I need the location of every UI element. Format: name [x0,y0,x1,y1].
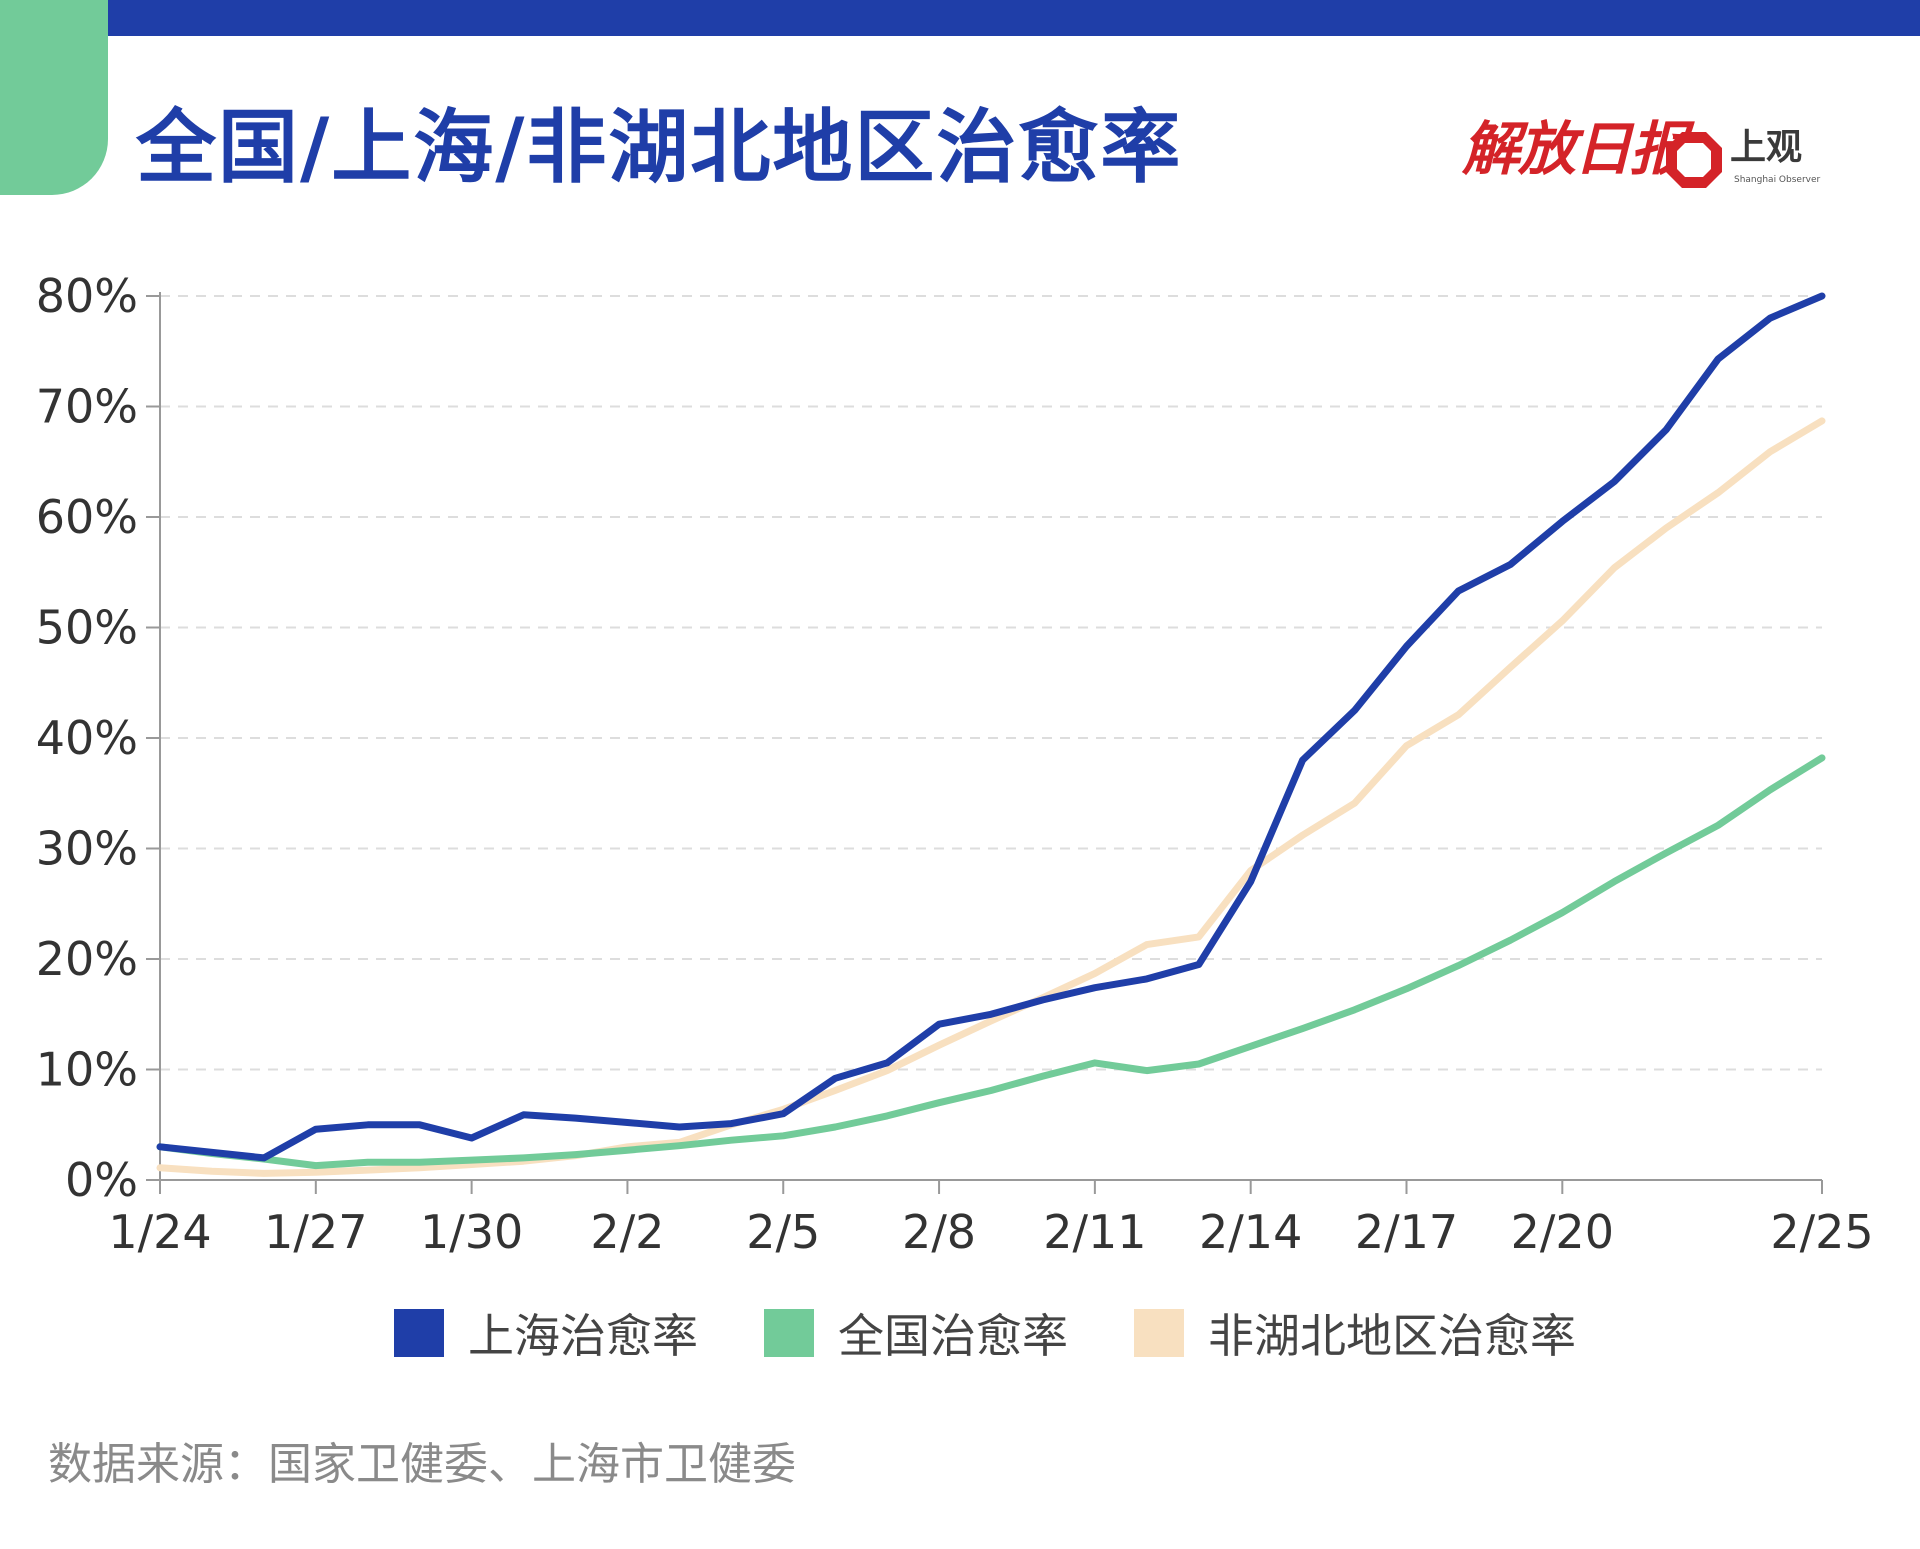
x-tick-label: 2/17 [1355,1205,1458,1259]
shangguan-emblem-icon [1666,132,1722,188]
legend-item-non-hubei: 非湖北地区治愈率 [1134,1300,1576,1366]
y-tick-label: 60% [36,490,138,544]
series-line-shanghai [156,292,1826,1162]
x-tick-label: 2/2 [590,1205,664,1259]
y-tick-label: 0% [65,1153,138,1207]
y-tick-label: 70% [36,380,138,434]
chart-title: 全国/上海/非湖北地区治愈率 [136,101,1183,194]
shangguan-english-name: Shanghai Observer [1734,175,1821,185]
y-tick-label: 30% [36,822,138,876]
y-tick-label: 20% [36,932,138,986]
line-chart: 0% 10% 20% 30% 40% 50% 60% 70% 80% 1/24 1/27 1/30 2/… [36,269,1874,1259]
x-tick-label: 1/30 [420,1205,523,1259]
y-tick-label: 10% [36,1043,138,1097]
x-tick-label: 1/24 [108,1205,211,1259]
legend-item-shanghai: 上海治愈率 [394,1300,698,1366]
legend-label-shanghai: 上海治愈率 [468,1309,698,1363]
x-tick-label: 2/11 [1043,1205,1146,1259]
legend-swatch-national [764,1309,814,1357]
legend-swatch-non-hubei [1134,1309,1184,1357]
legend-swatch-shanghai [394,1309,444,1357]
top-accent-bar [0,0,1920,36]
x-tick-label: 2/25 [1770,1205,1873,1259]
y-tick-label: 80% [36,269,138,323]
series-line-national [156,754,1826,1170]
y-tick-label: 40% [36,711,138,765]
series-line-non-hubei [156,417,1826,1177]
x-tick-label: 2/8 [902,1205,976,1259]
legend-item-national: 全国治愈率 [764,1300,1068,1366]
legend-label-non-hubei: 非湖北地区治愈率 [1208,1309,1576,1363]
x-tick-label: 1/27 [264,1205,367,1259]
corner-accent-tab [0,0,108,195]
x-tick-label: 2/20 [1511,1205,1614,1259]
chart-legend: 上海治愈率 全国治愈率 非湖北地区治愈率 [394,1300,1642,1366]
x-tick-label: 2/5 [746,1205,820,1259]
data-source-note: 数据来源：国家卫健委、上海市卫健委 [48,1439,796,1490]
y-tick-label: 50% [36,601,138,655]
shangguan-name: 上观 [1730,127,1803,168]
x-tick-label: 2/14 [1199,1205,1302,1259]
jiefang-daily-logo: 解放日报 [1462,115,1688,183]
legend-label-national: 全国治愈率 [838,1309,1068,1363]
